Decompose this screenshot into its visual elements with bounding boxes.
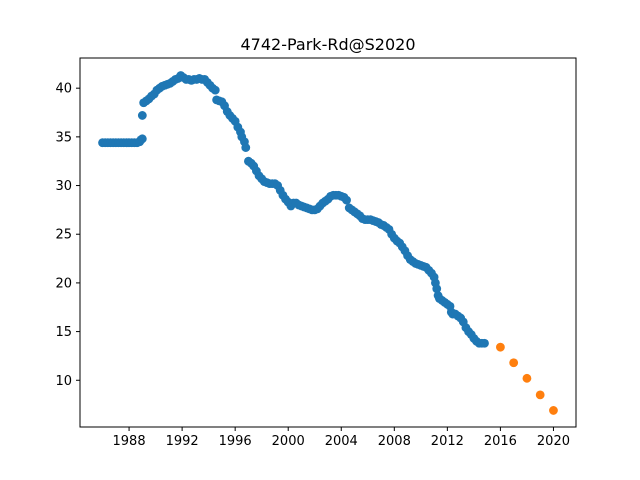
x-tick-label: 2008 — [378, 434, 411, 449]
projected-point — [509, 358, 519, 368]
projected-point — [496, 342, 505, 352]
y-tick-label: 40 — [55, 82, 72, 97]
observed-point — [480, 338, 489, 348]
projected-point — [522, 373, 532, 383]
plot-area: 1988 1992 1996 2000 2004 2008 2012 2016 2020 10 15… — [55, 71, 570, 449]
chart-title: 4742-Park-Rd@S2020 — [241, 35, 416, 54]
observed-point — [432, 284, 442, 294]
projected-point — [535, 390, 545, 400]
x-tick-label: 2016 — [484, 434, 517, 449]
projected-point — [549, 406, 558, 415]
x-tick-label: 2012 — [431, 434, 464, 449]
y-tick-label: 15 — [55, 325, 72, 340]
x-tick-label: 2020 — [537, 434, 570, 449]
axes-frame — [79, 57, 577, 428]
x-tick-label: 1988 — [113, 434, 146, 449]
x-tick-label: 1992 — [166, 434, 199, 449]
observed-point — [210, 85, 220, 95]
observed-point — [241, 143, 251, 152]
x-tick-label: 1996 — [219, 434, 252, 449]
observed-point — [342, 195, 351, 205]
y-tick-label: 30 — [55, 179, 72, 194]
observed-point — [137, 134, 147, 144]
y-tick-label: 25 — [55, 228, 72, 243]
y-tick-label: 35 — [55, 130, 72, 145]
y-tick-label: 20 — [55, 276, 72, 291]
x-tick-label: 2000 — [272, 434, 305, 449]
x-tick-label: 2004 — [325, 434, 358, 449]
y-tick-label: 10 — [55, 374, 72, 389]
observed-point — [137, 111, 147, 120]
